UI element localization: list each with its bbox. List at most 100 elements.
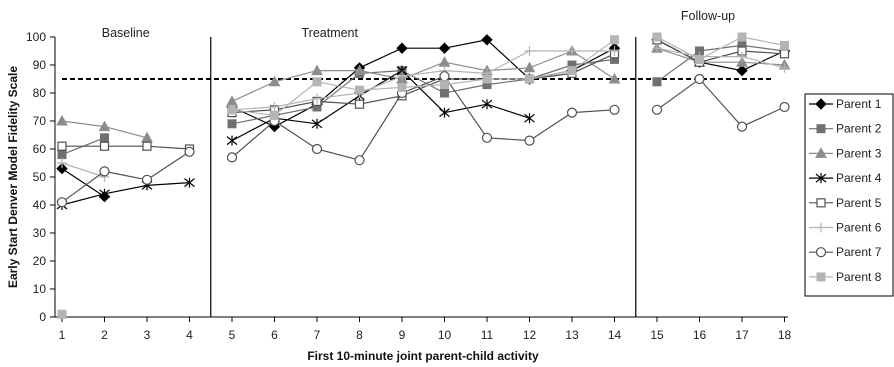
y-tick-label: 40 xyxy=(33,198,47,212)
y-tick-label: 80 xyxy=(33,86,47,100)
series-line xyxy=(656,39,785,72)
data-point xyxy=(312,77,322,87)
data-point xyxy=(99,166,110,177)
y-axis-title: Early Start Denver Model Fidelity Scale xyxy=(6,66,20,288)
data-point xyxy=(524,135,535,146)
legend-item: Parent 8 xyxy=(809,270,882,284)
series-3 xyxy=(56,42,791,143)
data-point xyxy=(438,56,451,67)
data-point xyxy=(56,162,68,175)
data-point xyxy=(610,35,619,45)
series-line xyxy=(231,50,615,111)
data-point xyxy=(397,82,407,92)
data-point xyxy=(524,113,535,124)
legend-label: Parent 3 xyxy=(836,146,882,160)
legend-item: Parent 2 xyxy=(809,122,882,136)
data-point xyxy=(524,46,535,56)
data-point xyxy=(268,75,281,87)
series-group xyxy=(56,32,791,319)
series-1 xyxy=(56,34,791,203)
x-tick-label: 17 xyxy=(735,328,749,342)
data-point xyxy=(440,88,449,98)
data-point xyxy=(652,43,662,54)
data-point xyxy=(56,197,68,208)
x-axis-title: First 10-minute joint parent-child activ… xyxy=(307,349,539,363)
data-point xyxy=(227,105,237,115)
legend-item: Parent 6 xyxy=(809,221,882,235)
data-point xyxy=(56,114,68,126)
series-line xyxy=(61,182,190,206)
legend-label: Parent 6 xyxy=(836,221,882,235)
legend-item: Parent 7 xyxy=(809,245,882,259)
series-line xyxy=(231,39,615,117)
series-line xyxy=(231,50,615,102)
series-line xyxy=(656,47,785,69)
series-line xyxy=(656,47,785,66)
data-point xyxy=(311,143,323,155)
y-tick-label: 50 xyxy=(33,170,47,184)
data-point xyxy=(481,99,493,110)
series-line xyxy=(231,53,615,114)
data-point xyxy=(652,77,662,87)
x-tick-label: 9 xyxy=(399,328,406,342)
x-tick-label: 5 xyxy=(229,328,236,342)
series-4 xyxy=(56,65,535,210)
y-tick-label: 60 xyxy=(33,142,47,156)
data-point xyxy=(482,74,492,84)
phase-label: Baseline xyxy=(102,26,150,40)
legend-marker xyxy=(815,173,827,184)
series-line xyxy=(61,151,190,203)
data-point xyxy=(566,107,578,118)
data-point xyxy=(695,54,704,64)
legend-marker xyxy=(816,198,826,208)
legend-marker xyxy=(816,222,826,233)
series-line xyxy=(62,145,190,150)
data-point xyxy=(779,62,790,73)
phase-label: Follow-up xyxy=(681,9,735,23)
legend-item: Parent 1 xyxy=(809,97,882,111)
y-tick-label: 90 xyxy=(33,58,47,72)
x-tick-label: 14 xyxy=(608,328,622,342)
legend-label: Parent 5 xyxy=(836,196,882,210)
data-point xyxy=(736,64,748,77)
x-tick-label: 6 xyxy=(271,328,278,342)
data-point xyxy=(226,135,238,146)
x-tick-label: 4 xyxy=(186,328,193,342)
series-line xyxy=(61,168,105,198)
data-point xyxy=(270,110,279,120)
data-point xyxy=(652,32,662,42)
data-point xyxy=(312,93,322,104)
data-point xyxy=(226,152,238,163)
series-line xyxy=(656,39,785,63)
data-point xyxy=(567,66,577,76)
data-point xyxy=(100,133,109,143)
x-tick-label: 16 xyxy=(693,328,707,342)
data-point xyxy=(567,46,577,56)
x-tick-label: 12 xyxy=(523,328,537,342)
y-tick-label: 30 xyxy=(33,226,47,240)
series-line xyxy=(656,78,785,128)
series-line xyxy=(231,58,615,125)
data-point xyxy=(142,141,152,151)
data-point xyxy=(269,102,280,112)
data-point xyxy=(57,309,67,319)
x-tick-label: 18 xyxy=(778,328,792,342)
x-tick-label: 8 xyxy=(356,328,363,342)
legend-marker xyxy=(815,98,827,110)
x-tick-label: 13 xyxy=(565,328,579,342)
data-point xyxy=(57,158,67,168)
data-point xyxy=(440,80,449,90)
data-point xyxy=(184,146,195,157)
phase-label: Treatment xyxy=(301,26,358,40)
series-8 xyxy=(57,32,789,319)
data-point xyxy=(311,64,323,76)
series-line xyxy=(656,36,785,61)
data-point xyxy=(141,174,153,185)
legend-label: Parent 7 xyxy=(836,245,882,259)
x-tick-label: 3 xyxy=(144,328,151,342)
x-tick-label: 10 xyxy=(438,328,452,342)
legend-label: Parent 8 xyxy=(836,270,882,284)
y-tick-label: 100 xyxy=(26,30,46,44)
data-point xyxy=(439,71,450,82)
